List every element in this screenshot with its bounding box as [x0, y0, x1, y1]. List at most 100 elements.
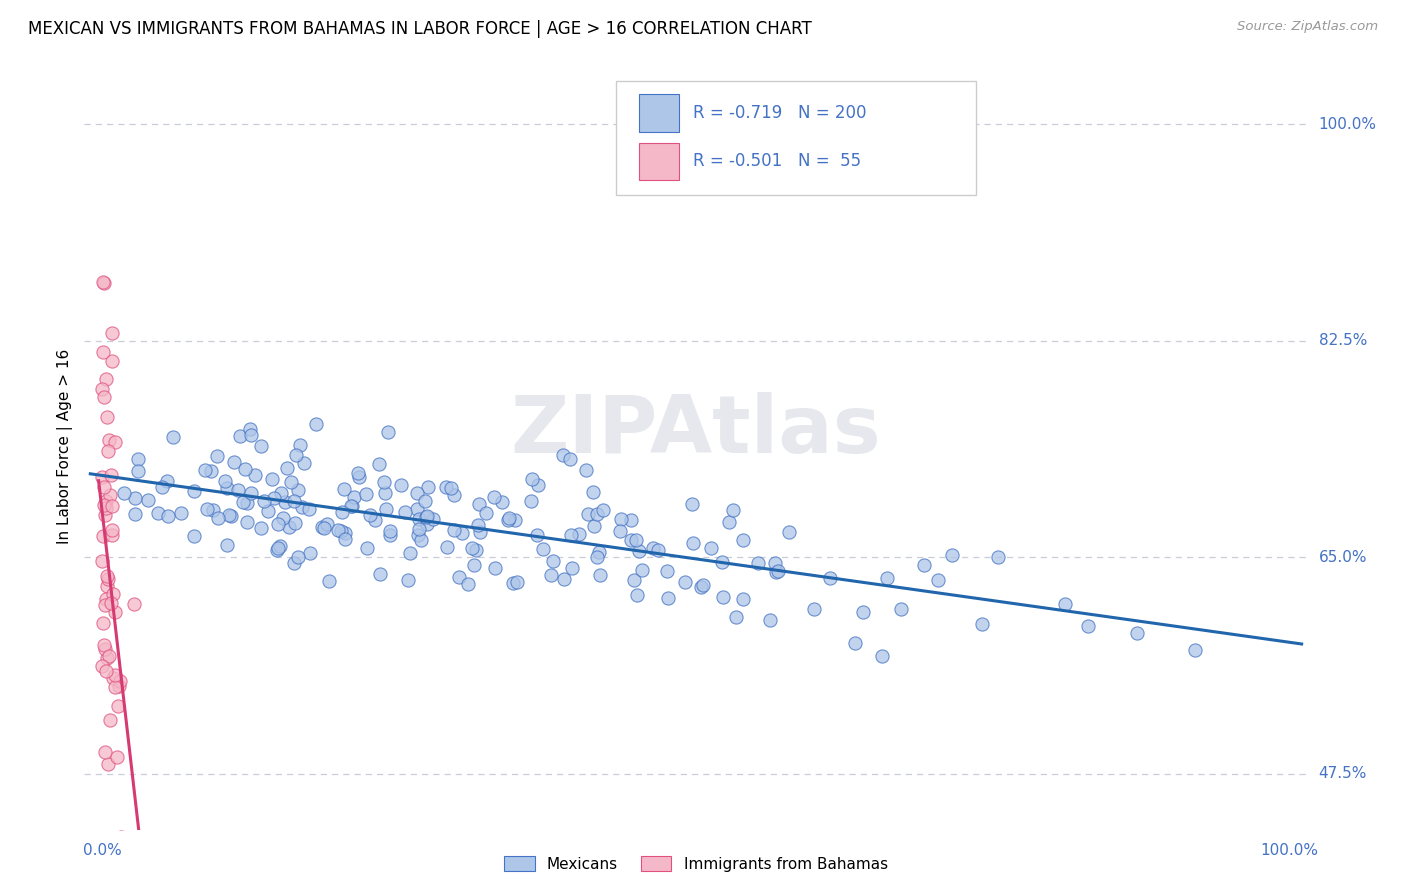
- Text: 0.0%: 0.0%: [83, 844, 121, 858]
- Point: [205, 449, 228, 463]
- Point: [759, 613, 782, 627]
- Point: [711, 591, 734, 605]
- Text: R = -0.501   N =  55: R = -0.501 N = 55: [693, 153, 860, 170]
- Point: [588, 545, 610, 559]
- Point: [101, 587, 124, 601]
- Point: [747, 556, 769, 570]
- Point: [207, 510, 229, 524]
- Point: [610, 512, 633, 526]
- Point: [94, 372, 117, 386]
- Point: [468, 497, 491, 511]
- Point: [416, 516, 439, 531]
- Point: [91, 615, 114, 630]
- Point: [240, 427, 263, 442]
- Point: [93, 390, 115, 404]
- Point: [375, 502, 398, 516]
- Point: [330, 524, 353, 538]
- Point: [717, 515, 740, 529]
- Point: [335, 526, 357, 541]
- Point: [449, 570, 471, 584]
- Point: [298, 502, 321, 516]
- Point: [405, 502, 427, 516]
- Text: 100.0%: 100.0%: [1319, 117, 1376, 132]
- Point: [93, 276, 115, 290]
- Point: [93, 480, 115, 494]
- Point: [689, 580, 711, 594]
- Point: [107, 698, 129, 713]
- Point: [266, 542, 288, 557]
- Point: [146, 506, 169, 520]
- Point: [609, 524, 631, 538]
- Point: [91, 345, 114, 359]
- Point: [124, 491, 146, 505]
- Point: [380, 524, 402, 539]
- Point: [91, 658, 114, 673]
- Point: [436, 540, 458, 554]
- Point: [359, 508, 381, 522]
- Point: [284, 448, 307, 462]
- Point: [872, 649, 894, 664]
- Point: [270, 486, 292, 500]
- Text: 47.5%: 47.5%: [1319, 766, 1367, 781]
- Point: [132, 879, 155, 892]
- Point: [367, 457, 389, 471]
- Point: [240, 485, 263, 500]
- Point: [522, 472, 544, 486]
- Point: [416, 509, 439, 524]
- Point: [628, 544, 651, 558]
- Point: [162, 430, 184, 444]
- Point: [249, 520, 271, 534]
- Point: [506, 574, 529, 589]
- Point: [183, 483, 205, 498]
- Point: [803, 602, 825, 616]
- Point: [461, 541, 484, 555]
- Point: [370, 567, 392, 582]
- Point: [269, 539, 291, 553]
- Point: [340, 500, 363, 514]
- Point: [763, 557, 786, 571]
- Point: [316, 517, 339, 532]
- Point: [373, 475, 395, 489]
- Point: [620, 512, 643, 526]
- Point: [97, 443, 120, 458]
- Point: [98, 714, 121, 728]
- Point: [273, 495, 295, 509]
- Point: [91, 382, 114, 396]
- Text: 65.0%: 65.0%: [1319, 549, 1367, 565]
- Point: [673, 574, 696, 589]
- Point: [443, 523, 465, 537]
- Point: [292, 456, 315, 470]
- Point: [328, 523, 350, 537]
- Point: [411, 533, 433, 547]
- Point: [418, 480, 440, 494]
- Point: [1053, 597, 1076, 611]
- Point: [339, 499, 361, 513]
- Point: [239, 422, 262, 436]
- Point: [104, 434, 127, 449]
- Point: [124, 507, 146, 521]
- Point: [94, 508, 117, 523]
- Point: [91, 470, 114, 484]
- Point: [434, 480, 457, 494]
- Point: [94, 746, 117, 760]
- Point: [440, 481, 463, 495]
- Point: [623, 573, 645, 587]
- Point: [941, 548, 963, 562]
- Point: [226, 483, 249, 497]
- Point: [298, 545, 321, 559]
- Point: [464, 543, 486, 558]
- Point: [927, 573, 949, 587]
- Point: [467, 517, 489, 532]
- Point: [561, 560, 583, 574]
- Point: [657, 591, 679, 605]
- Point: [96, 494, 118, 508]
- Point: [406, 528, 429, 542]
- Point: [96, 410, 118, 425]
- Point: [890, 601, 912, 615]
- Point: [398, 573, 420, 587]
- Point: [138, 493, 160, 508]
- Y-axis label: In Labor Force | Age > 16: In Labor Force | Age > 16: [58, 349, 73, 543]
- Point: [277, 520, 299, 534]
- Point: [531, 542, 554, 557]
- Point: [484, 561, 506, 575]
